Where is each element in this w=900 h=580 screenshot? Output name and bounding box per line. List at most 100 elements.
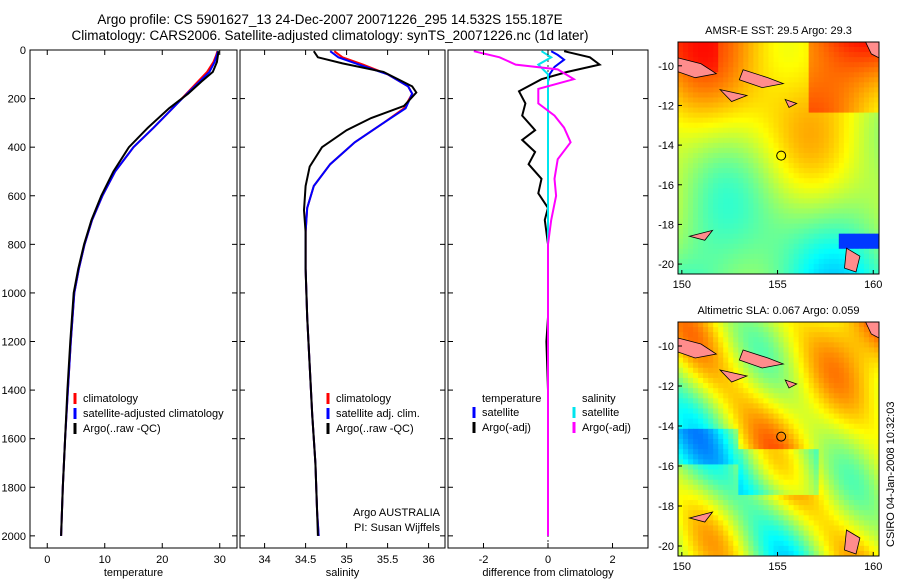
map-cell [838,228,845,235]
map-cell [738,489,744,496]
map-cell [803,152,810,159]
map-cell [828,87,835,93]
map-cell [723,137,729,144]
map-cell [688,337,694,343]
map-cell [793,107,800,114]
map-cell [698,327,704,333]
map-cell [778,142,784,149]
map-cell [758,117,764,124]
map-cell [803,147,810,154]
map-cell [788,505,794,511]
map-cell [868,464,875,470]
map-cell [763,393,769,399]
map-cell [763,47,769,53]
map-cell [788,137,794,144]
map-cell [813,42,820,48]
map-cell [708,327,714,333]
map-cell [823,357,830,364]
map-cell [778,449,784,455]
map-cell [743,520,749,526]
map-cell [858,47,865,53]
map-cell [848,223,855,230]
map-cell [703,188,709,194]
map-cell [718,62,724,68]
map-cell [873,183,880,189]
map-cell [858,433,865,440]
map-cell [853,327,860,333]
map-cell [758,520,764,526]
map-cell [798,147,805,154]
map-cell [823,377,830,384]
map-cell [748,418,754,425]
map-cell [718,388,724,394]
map-cell [733,198,739,204]
map-cell [783,223,789,230]
map-cell [738,178,744,184]
map-cell [683,439,689,445]
map-cell [813,393,820,399]
map-cell [763,52,769,58]
map-cell [798,469,805,476]
map-cell [688,464,694,470]
map-cell [783,332,789,338]
map-cell [868,515,875,521]
map-cell [858,218,865,224]
map-cell [753,449,759,455]
coastline-island [687,511,714,523]
map-cell [723,342,729,348]
map-cell [723,377,729,384]
map-cell [823,203,830,209]
map-cell [723,510,729,516]
map-cell [728,258,734,265]
map-cell [833,327,840,333]
map-cell [768,535,774,542]
map-cell [768,510,774,516]
map-cell [788,228,794,235]
map-cell [828,500,835,506]
map-cell [798,258,805,265]
y-tick-label: -18 [658,219,674,231]
map-cell [823,525,830,531]
map-cell [748,203,754,209]
map-cell [708,42,714,48]
map-cell [833,117,840,124]
map-cell [753,540,759,547]
map-cell [773,122,779,129]
map-cell [783,248,789,255]
map-cell [703,388,709,394]
map-cell [828,474,835,481]
map-cell [808,444,815,450]
map-cell [753,545,759,552]
map-cell [793,398,800,404]
map-cell [713,515,719,521]
map-cell [693,372,699,379]
map-cell [723,530,729,537]
map-cell [863,545,870,552]
map-cell [868,77,875,83]
map-cell [823,479,830,486]
map-cell [708,500,714,506]
map-cell [858,550,865,557]
map-cell [678,322,684,328]
map-cell [838,505,845,511]
map-cell [858,97,865,103]
map-cell [803,198,810,204]
map-cell [748,408,754,414]
map-cell [718,515,724,521]
map-cell [828,352,835,359]
y-tick-label: -14 [658,140,674,152]
map-cell [863,388,870,394]
map-cell [813,168,820,174]
map-cell [718,168,724,174]
map-cell [748,367,754,374]
map-cell [763,439,769,445]
map-cell [713,525,719,531]
map-cell [688,520,694,526]
map-cell [828,208,835,214]
map-cell [778,82,784,88]
map-cell [743,233,749,240]
map-cell [733,464,739,470]
map-cell [703,62,709,68]
map-cell [723,403,729,409]
map-cell [803,243,810,250]
